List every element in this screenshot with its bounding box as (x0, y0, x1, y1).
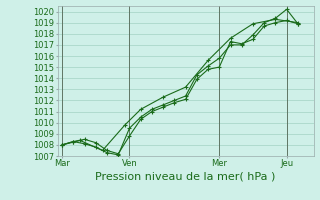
X-axis label: Pression niveau de la mer( hPa ): Pression niveau de la mer( hPa ) (95, 171, 276, 181)
